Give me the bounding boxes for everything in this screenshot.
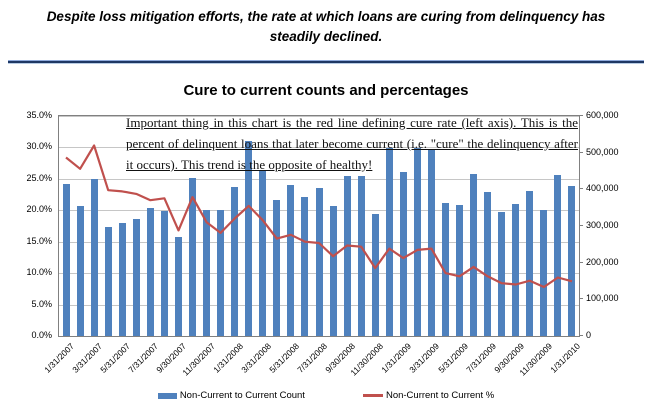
bar xyxy=(174,237,182,336)
bar xyxy=(132,219,140,336)
header-statement: Despite loss mitigation efforts, the rat… xyxy=(46,9,606,44)
bar xyxy=(329,205,337,336)
bar xyxy=(568,185,576,336)
bar xyxy=(371,213,379,336)
y-axis-right-tick-label: 0 xyxy=(586,330,592,340)
y-axis-right-tick-label: 500,000 xyxy=(586,146,619,157)
y-axis-right-tick-label: 200,000 xyxy=(586,256,619,267)
bar xyxy=(287,185,295,336)
y-axis-right-tick-mark xyxy=(579,188,583,190)
bar xyxy=(343,175,351,336)
bar xyxy=(259,170,267,336)
line-swatch-icon xyxy=(362,394,383,397)
bar xyxy=(104,227,112,336)
x-axis-tick-label: 5/31/2007 xyxy=(98,341,133,375)
gridline xyxy=(59,179,579,180)
bar xyxy=(217,210,225,336)
bar xyxy=(512,204,520,336)
annotation-textbox: Important thing in this chart is the red… xyxy=(126,115,578,172)
y-axis-right-tick-label: 600,000 xyxy=(586,110,619,120)
bar xyxy=(484,191,492,336)
chart-plot-area xyxy=(58,115,580,337)
bar xyxy=(301,197,309,336)
bar xyxy=(90,178,98,336)
x-axis-tick-label: 3/31/2009 xyxy=(407,341,442,375)
bar xyxy=(118,222,126,336)
y-axis-left-tick-label: 25.0% xyxy=(26,172,52,183)
chart-legend: Non-Current to Current Count Non-Current… xyxy=(0,390,652,401)
bar xyxy=(456,204,464,336)
x-axis-tick-label: 1/31/2007 xyxy=(42,341,77,375)
x-axis-tick-label: 5/31/2009 xyxy=(435,341,470,375)
legend-percent-label: Non-Current to Current % xyxy=(385,390,495,401)
bar xyxy=(76,205,84,336)
bar xyxy=(273,200,281,336)
bar xyxy=(540,210,548,336)
y-axis-left-tick-label: 5.0% xyxy=(31,298,52,309)
bar xyxy=(315,187,323,336)
cure-rate-line xyxy=(65,144,573,289)
legend-item-count: Non-Current to Current Count xyxy=(157,390,305,401)
y-axis-left-tick-label: 10.0% xyxy=(26,267,52,278)
chart-title: Cure to current counts and percentages xyxy=(183,82,469,99)
y-axis-left-tick-label: 30.0% xyxy=(26,141,52,152)
bar xyxy=(357,175,365,336)
gridline xyxy=(59,147,579,148)
bar xyxy=(554,175,562,336)
y-axis-right-tick-label: 100,000 xyxy=(586,293,619,304)
y-axis-right-tick-label: 300,000 xyxy=(586,220,619,230)
header-divider-rule xyxy=(8,60,644,64)
bar xyxy=(385,147,393,336)
bar xyxy=(189,177,196,336)
bar xyxy=(245,141,253,336)
y-axis-right-tick-mark xyxy=(579,261,583,263)
bar xyxy=(231,187,239,336)
bar-swatch-icon xyxy=(157,392,177,399)
y-axis-right-tick-label: 400,000 xyxy=(586,183,619,194)
bar xyxy=(203,210,211,336)
bar xyxy=(160,210,168,336)
cure-rate-polyline xyxy=(65,144,573,289)
y-axis-right-tick-mark xyxy=(579,298,583,300)
gridline xyxy=(59,116,579,117)
legend-count-label: Non-Current to Current Count xyxy=(179,390,305,401)
y-axis-left-tick-label: 15.0% xyxy=(26,235,52,246)
bar xyxy=(399,172,407,336)
bar xyxy=(146,208,154,336)
x-axis-tick-label: 1/31/2010 xyxy=(548,341,583,375)
legend-item-percent: Non-Current to Current % xyxy=(362,390,495,401)
bar xyxy=(498,212,506,336)
y-axis-left-tick-label: 35.0% xyxy=(26,110,52,120)
bar xyxy=(470,173,478,336)
y-axis-left-tick-label: 0.0% xyxy=(31,330,52,340)
y-axis-left-tick-label: 20.0% xyxy=(26,204,52,215)
x-axis-tick-label: 7/31/2008 xyxy=(295,341,330,375)
y-axis-right-tick-mark xyxy=(579,115,583,116)
bar xyxy=(526,190,534,336)
bar xyxy=(62,183,70,336)
bar xyxy=(427,148,435,336)
y-axis-right-tick-mark xyxy=(579,151,583,153)
y-axis-right-tick-mark xyxy=(579,225,583,226)
y-axis-right-tick-mark xyxy=(579,335,583,336)
bar xyxy=(413,147,421,336)
bar xyxy=(441,203,449,336)
x-axis-tick-label: 3/31/2007 xyxy=(70,341,105,375)
